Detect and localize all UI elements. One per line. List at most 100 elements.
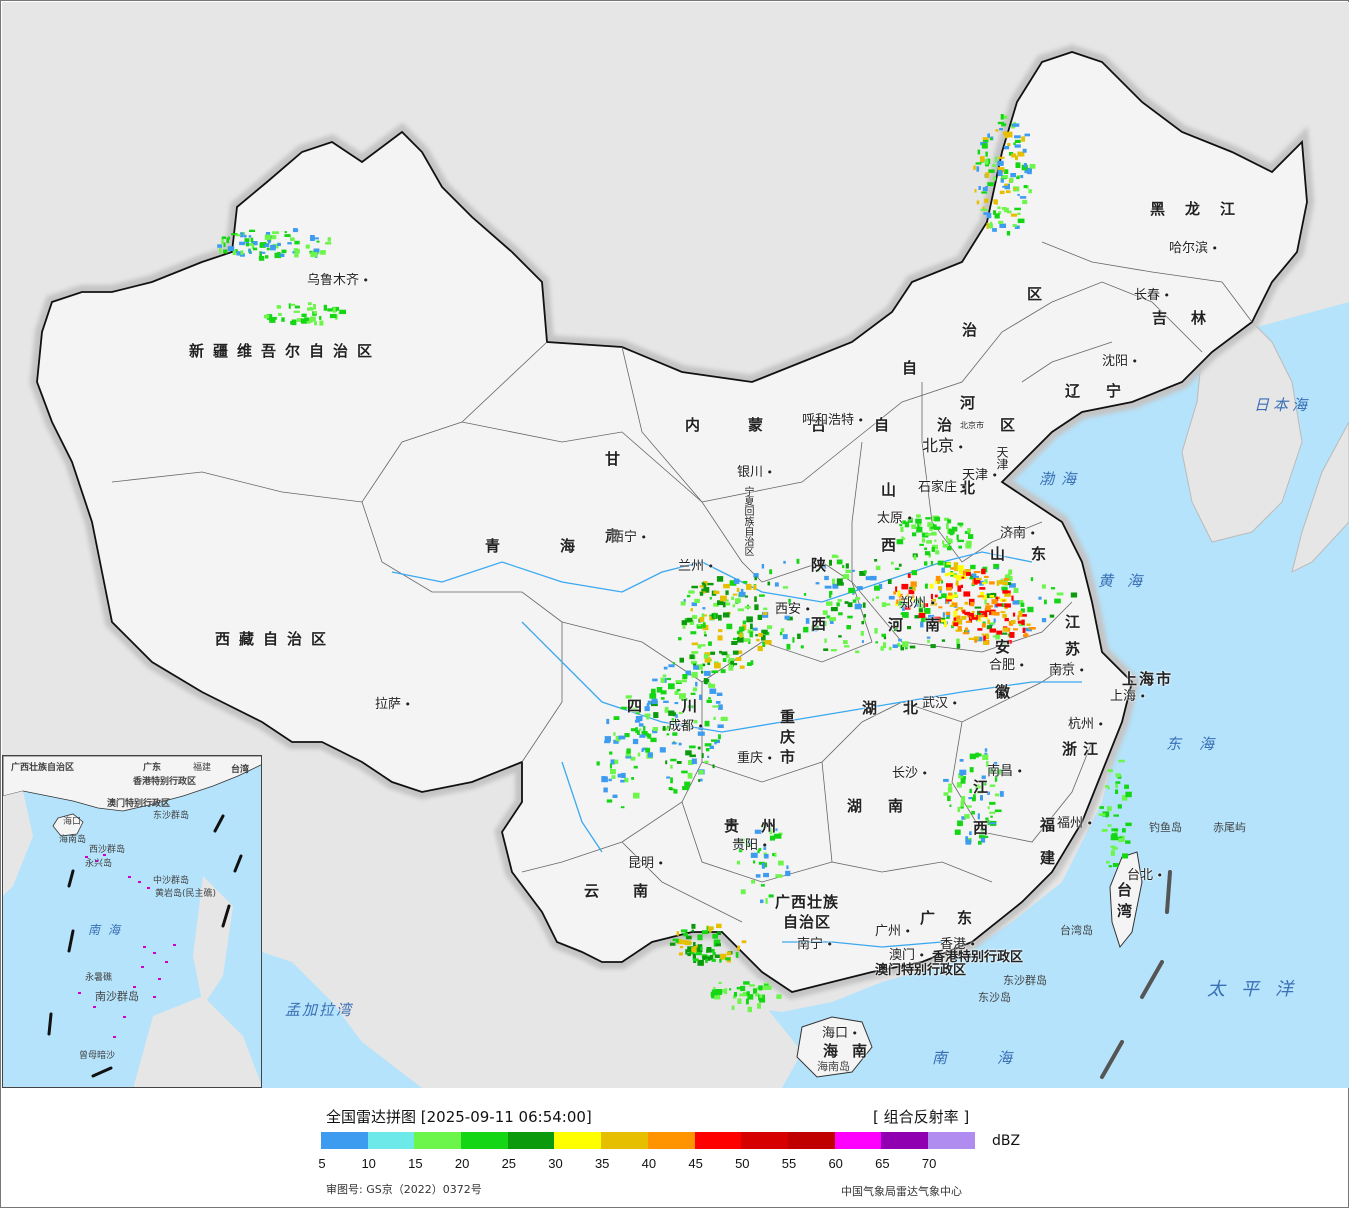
radar-echo-cell (1111, 833, 1118, 838)
radar-echo-cell (244, 238, 250, 242)
radar-echo-cell (896, 539, 904, 545)
radar-echo-cell (887, 579, 892, 584)
radar-echo-cell (747, 1006, 752, 1013)
radar-echo-cell (219, 248, 222, 254)
radar-echo-cell (672, 732, 678, 736)
radar-echo-cell (325, 242, 332, 245)
radar-echo-cell (689, 745, 696, 749)
radar-echo-cell (736, 860, 741, 865)
radar-echo-cell (682, 786, 690, 791)
radar-echo-cell (737, 998, 742, 1004)
radar-echo-cell (947, 538, 953, 544)
radar-echo-cell (314, 321, 317, 326)
radar-echo-cell (704, 634, 707, 637)
radar-echo-cell (1023, 163, 1027, 168)
radar-echo-cell (921, 538, 926, 543)
province-label-neimenggu-zhi: 治 (962, 321, 980, 339)
radar-echo-cell (313, 237, 319, 240)
radar-echo-cell (968, 617, 973, 623)
radar-echo-cell (962, 776, 966, 780)
radar-echo-cell (947, 545, 952, 551)
radar-echo-cell (981, 775, 986, 780)
radar-echo-cell (941, 619, 946, 623)
radar-echo-cell (703, 584, 707, 590)
province-label-sichuan: 四川 (627, 697, 738, 715)
inset-label-yongshu: 永暑礁 (85, 973, 113, 983)
radar-echo-cell (323, 304, 327, 311)
radar-echo-cell (1011, 125, 1015, 129)
radar-echo-cell (975, 577, 982, 580)
radar-echo-cell (763, 872, 769, 878)
radar-echo-cell (720, 716, 728, 721)
province-label-chongqing: 重庆市 (778, 709, 796, 769)
radar-echo-cell (966, 540, 972, 547)
province-label-taiwan: 台湾 (1115, 882, 1133, 924)
radar-echo-cell (680, 929, 688, 933)
radar-echo-cell (998, 156, 1005, 159)
radar-echo-cell (980, 591, 985, 596)
radar-echo-cell (946, 616, 950, 619)
radar-echo-cell (764, 640, 772, 645)
radar-echo-cell (732, 995, 737, 999)
radar-echo-cell (240, 232, 244, 238)
radar-echo-cell (965, 620, 972, 623)
radar-echo-cell (692, 687, 698, 692)
radar-echo-cell (281, 317, 285, 322)
radar-echo-cell (838, 635, 842, 638)
radar-echo-cell (792, 637, 795, 643)
radar-echo-cell (613, 739, 619, 744)
radar-echo-cell (693, 960, 697, 963)
radar-echo-cell (892, 644, 898, 648)
radar-echo-cell (760, 899, 764, 904)
radar-echo-cell (223, 249, 228, 254)
radar-echo-cell (294, 253, 299, 258)
radar-echo-cell (929, 583, 934, 589)
scale-tick-label: 25 (501, 1156, 517, 1171)
radar-echo-cell (894, 567, 900, 570)
radar-echo-cell (697, 623, 701, 627)
radar-echo-cell (976, 200, 980, 205)
radar-echo-cell (758, 985, 763, 990)
radar-echo-cell (701, 753, 704, 758)
radar-echo-cell (754, 829, 762, 834)
radar-echo-cell (978, 186, 981, 190)
radar-echo-cell (986, 625, 993, 630)
radar-echo-cell (984, 198, 989, 203)
province-label-jilin: 吉林 (1152, 309, 1231, 327)
radar-echo-cell (1012, 224, 1017, 227)
radar-echo-cell (217, 244, 223, 248)
radar-echo-cell (957, 820, 963, 827)
radar-echo-cell (993, 563, 1000, 569)
radar-echo-cell (703, 678, 708, 684)
radar-echo-cell (688, 760, 694, 765)
radar-echo-cell (708, 641, 712, 646)
radar-echo-cell (950, 567, 955, 570)
radar-echo-cell (863, 570, 867, 574)
radar-echo-cell (625, 695, 632, 699)
inset-label-guangdong: 广东 (143, 763, 162, 773)
radar-echo-cell (294, 248, 300, 254)
radar-echo-cell (1004, 169, 1009, 174)
radar-echo-cell (924, 561, 928, 566)
radar-echo-cell (735, 598, 741, 603)
radar-echo-cell (957, 626, 962, 631)
radar-echo-cell (917, 523, 920, 530)
city-chongqing: 重庆 (737, 747, 773, 766)
radar-echo-cell (271, 235, 277, 240)
radar-echo-cell (987, 133, 990, 138)
radar-echo-cell (1115, 789, 1119, 794)
radar-echo-cell (974, 606, 982, 609)
radar-echo-cell (662, 726, 666, 731)
city-fuzhou: 福州 (1057, 812, 1093, 831)
radar-echo-cell (1001, 207, 1007, 210)
radar-echo-cell (1006, 231, 1011, 236)
radar-echo-cell (961, 616, 967, 620)
radar-echo-cell (755, 993, 760, 997)
radar-echo-cell (1111, 828, 1119, 832)
radar-echo-cell (1007, 210, 1012, 214)
radar-echo-cell (981, 633, 985, 636)
radar-echo-cell (308, 302, 312, 306)
radar-echo-cell (956, 782, 962, 788)
inset-label-xisha: 西沙群岛 (89, 845, 126, 855)
radar-echo-cell (676, 688, 681, 692)
